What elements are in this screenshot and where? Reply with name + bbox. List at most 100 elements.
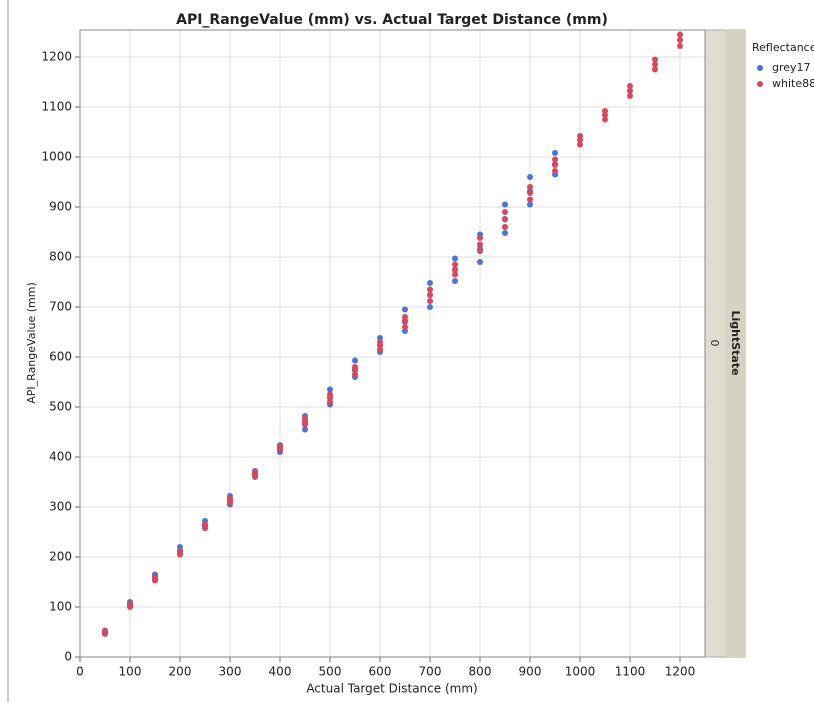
point bbox=[677, 43, 683, 49]
y-tick-label: 500 bbox=[49, 400, 72, 414]
point bbox=[502, 201, 508, 208]
point bbox=[452, 261, 458, 268]
point bbox=[477, 259, 483, 265]
point bbox=[327, 386, 333, 393]
plot-border bbox=[79, 29, 706, 658]
x-tick-label: 200 bbox=[169, 665, 192, 679]
x-tick-label: 700 bbox=[419, 665, 442, 679]
y-tick-label: 0 bbox=[64, 650, 72, 664]
point bbox=[652, 66, 658, 73]
point bbox=[452, 255, 458, 262]
point bbox=[677, 31, 683, 38]
point bbox=[552, 162, 558, 168]
point bbox=[552, 156, 558, 163]
point bbox=[552, 168, 558, 174]
point bbox=[602, 108, 608, 114]
x-tick-label: 900 bbox=[519, 665, 542, 679]
x-tick-label: 1200 bbox=[665, 665, 696, 679]
point bbox=[427, 304, 433, 310]
point bbox=[427, 286, 433, 293]
y-tick-label: 700 bbox=[49, 300, 72, 314]
y-axis-label: API_RangeValue (mm) bbox=[25, 282, 38, 403]
point bbox=[652, 61, 658, 68]
y-tick-label: 400 bbox=[49, 450, 72, 464]
point bbox=[627, 93, 633, 99]
point bbox=[277, 443, 283, 449]
x-tick-label: 1000 bbox=[565, 665, 596, 679]
point bbox=[527, 174, 533, 180]
point bbox=[502, 230, 508, 236]
y-tick-label: 1000 bbox=[41, 150, 72, 164]
x-tick-label: 600 bbox=[369, 665, 392, 679]
point bbox=[352, 364, 358, 370]
point bbox=[327, 391, 333, 398]
point bbox=[252, 469, 258, 475]
point bbox=[577, 133, 583, 139]
point bbox=[452, 271, 458, 278]
point bbox=[477, 248, 483, 254]
point bbox=[527, 196, 533, 203]
point bbox=[502, 224, 508, 230]
point bbox=[102, 628, 108, 634]
y-tick-label: 600 bbox=[49, 350, 72, 364]
facet-label: LightState bbox=[729, 310, 742, 375]
facet-strip-label-bg bbox=[725, 30, 745, 657]
point bbox=[427, 292, 433, 298]
point bbox=[527, 184, 533, 190]
y-tick-label: 1200 bbox=[41, 50, 72, 64]
point bbox=[302, 426, 308, 433]
point bbox=[177, 548, 183, 554]
point bbox=[627, 83, 633, 89]
x-tick-label: 1100 bbox=[615, 665, 646, 679]
point bbox=[627, 88, 633, 94]
point bbox=[452, 278, 458, 284]
point bbox=[452, 266, 458, 273]
plot-frame bbox=[79, 29, 706, 658]
point bbox=[302, 415, 308, 422]
legend-label: white88 bbox=[772, 77, 814, 90]
x-tick-label: 500 bbox=[319, 665, 342, 679]
point bbox=[227, 495, 233, 501]
point bbox=[402, 306, 408, 313]
chart-title: API_RangeValue (mm) vs. Actual Target Di… bbox=[176, 12, 608, 28]
x-tick-label: 800 bbox=[469, 665, 492, 679]
point bbox=[377, 339, 383, 345]
point bbox=[202, 521, 208, 528]
y-tick-label: 900 bbox=[49, 200, 72, 214]
y-tick-label: 1100 bbox=[41, 100, 72, 114]
point bbox=[427, 280, 433, 286]
point bbox=[477, 235, 483, 241]
point bbox=[677, 37, 683, 43]
x-axis-label: Actual Target Distance (mm) bbox=[306, 682, 477, 696]
y-tick-label: 100 bbox=[49, 600, 72, 614]
point bbox=[427, 298, 433, 304]
x-tick-label: 0 bbox=[76, 665, 84, 679]
point bbox=[652, 56, 658, 63]
point bbox=[152, 574, 158, 580]
point bbox=[577, 141, 583, 148]
legend-marker bbox=[757, 81, 763, 87]
point bbox=[602, 116, 608, 123]
point bbox=[127, 600, 133, 607]
x-tick-label: 100 bbox=[119, 665, 142, 679]
point bbox=[402, 319, 408, 325]
x-tick-label: 300 bbox=[219, 665, 242, 679]
point bbox=[552, 150, 558, 156]
y-tick-label: 200 bbox=[49, 550, 72, 564]
point bbox=[527, 201, 533, 208]
point bbox=[527, 190, 533, 196]
point bbox=[502, 209, 508, 215]
legend-label: grey17 bbox=[772, 61, 811, 74]
point bbox=[352, 357, 358, 364]
point bbox=[502, 216, 508, 223]
y-tick-label: 300 bbox=[49, 500, 72, 514]
legend-marker bbox=[757, 65, 763, 71]
point bbox=[402, 324, 408, 330]
point bbox=[402, 314, 408, 320]
facet-value: 0 bbox=[708, 340, 721, 347]
y-tick-label: 800 bbox=[49, 250, 72, 264]
legend-title: Reflectance bbox=[752, 41, 814, 54]
point bbox=[477, 241, 483, 248]
x-tick-label: 400 bbox=[269, 665, 292, 679]
